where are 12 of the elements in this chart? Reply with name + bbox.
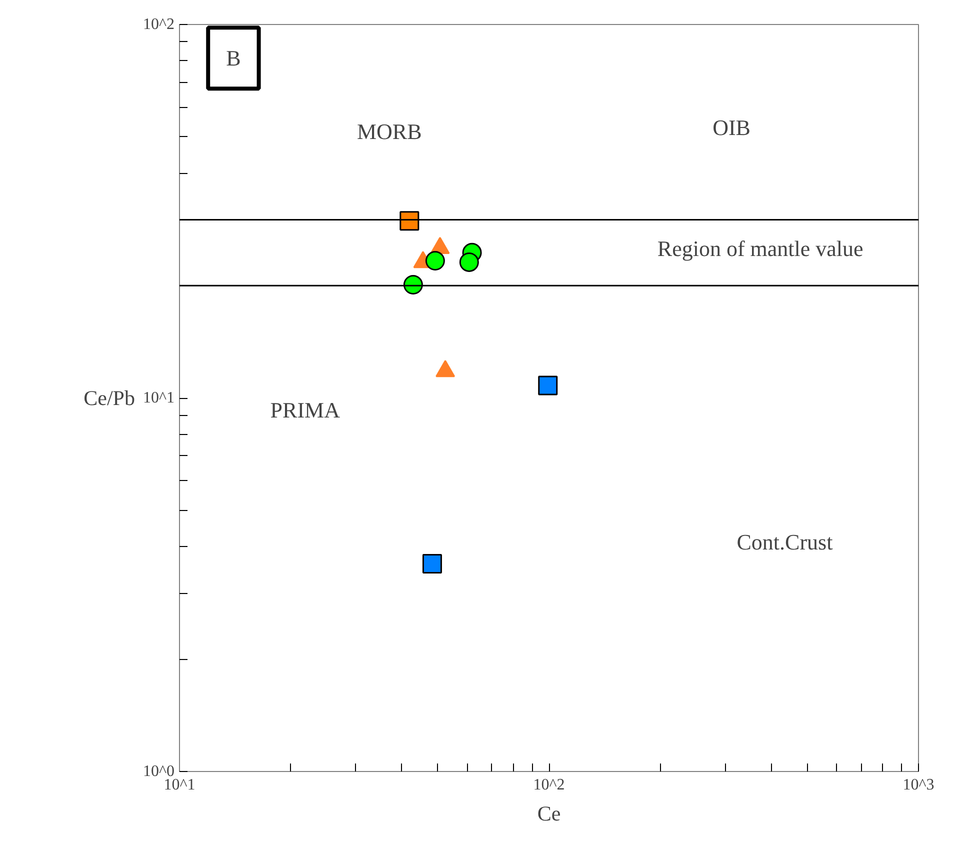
annotation: OIB [712, 115, 750, 140]
annotation: MORB [356, 118, 422, 144]
annotation: Region of mantle value [657, 236, 864, 262]
y-axis-title: Ce/Pb [84, 386, 135, 410]
x-tick-label: 10^2 [533, 776, 565, 794]
y-tick-label: 10^1 [142, 390, 175, 406]
x-axis-title: Ce [537, 802, 561, 826]
y-tick-label: 10^2 [142, 16, 175, 33]
annotation: PRIMA [270, 397, 340, 422]
annotation: B [226, 46, 241, 71]
annotation: Cont.Crust [736, 530, 833, 555]
x-tick-label: 10^3 [902, 776, 934, 794]
